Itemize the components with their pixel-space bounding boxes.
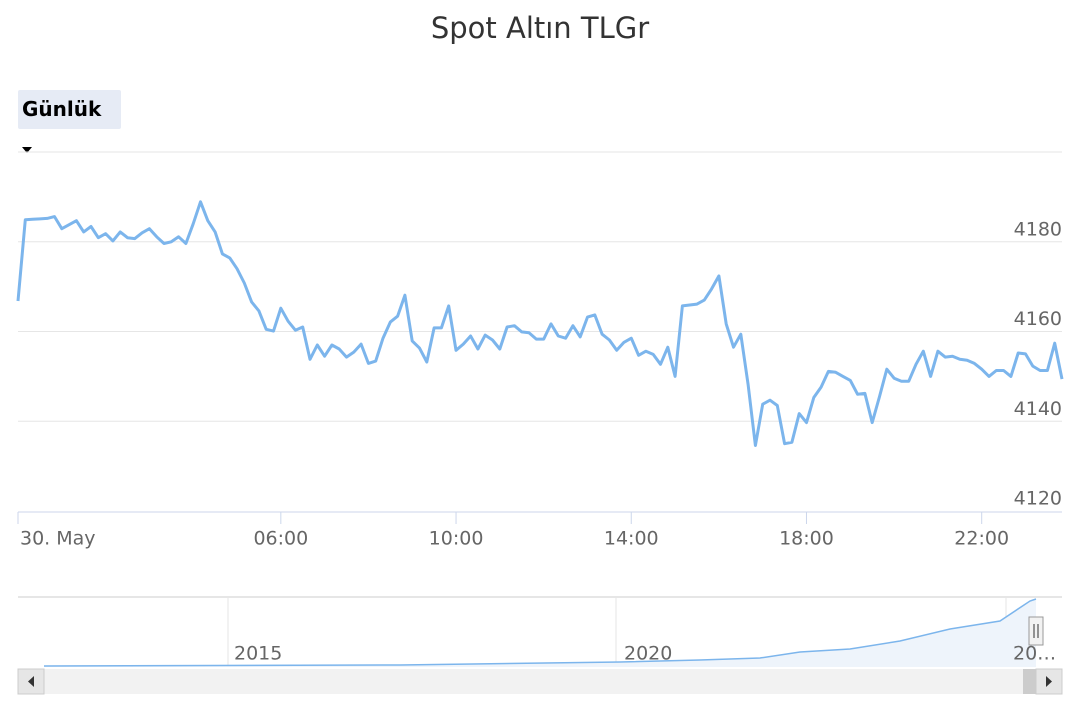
- navigator-label: 2015: [234, 643, 282, 665]
- chart-title: Spot Altın TLGr: [431, 11, 649, 45]
- scroll-right[interactable]: [1035, 668, 1063, 695]
- navigator-area: [44, 599, 1036, 667]
- y-tick-label: 4160: [1014, 308, 1062, 330]
- arrow-right: [1046, 676, 1052, 687]
- navigator: 2015 2020 20…: [18, 596, 1062, 667]
- scrollbar: [17, 668, 1063, 695]
- x-tick-label: 22:00: [954, 528, 1009, 550]
- scrollbar-thumb[interactable]: [1023, 669, 1036, 694]
- scrollbar-track[interactable]: [18, 669, 1062, 694]
- navigator-label: 2020: [624, 643, 672, 665]
- x-tick-label: 06:00: [253, 528, 308, 550]
- range-label: Günlük: [22, 97, 102, 121]
- arrow-left: [28, 676, 34, 687]
- y-tick-label: 4180: [1014, 218, 1062, 240]
- navigator-label: 20…: [1013, 643, 1056, 665]
- range-selector[interactable]: Günlük: [18, 90, 121, 153]
- y-tick-label: 4140: [1014, 398, 1062, 420]
- dropdown-caret: [22, 146, 32, 153]
- navigator-line: [43, 598, 1037, 667]
- x-tick-label: 30. May: [20, 528, 96, 550]
- scroll-left[interactable]: [17, 668, 45, 695]
- series-line: [16, 200, 1064, 447]
- navigator-handle[interactable]: [1028, 616, 1044, 646]
- x-tick-label: 18:00: [779, 528, 834, 550]
- x-tick-label: 14:00: [604, 528, 659, 550]
- y-tick-label: 4120: [1014, 488, 1062, 510]
- x-tick-label: 10:00: [429, 528, 484, 550]
